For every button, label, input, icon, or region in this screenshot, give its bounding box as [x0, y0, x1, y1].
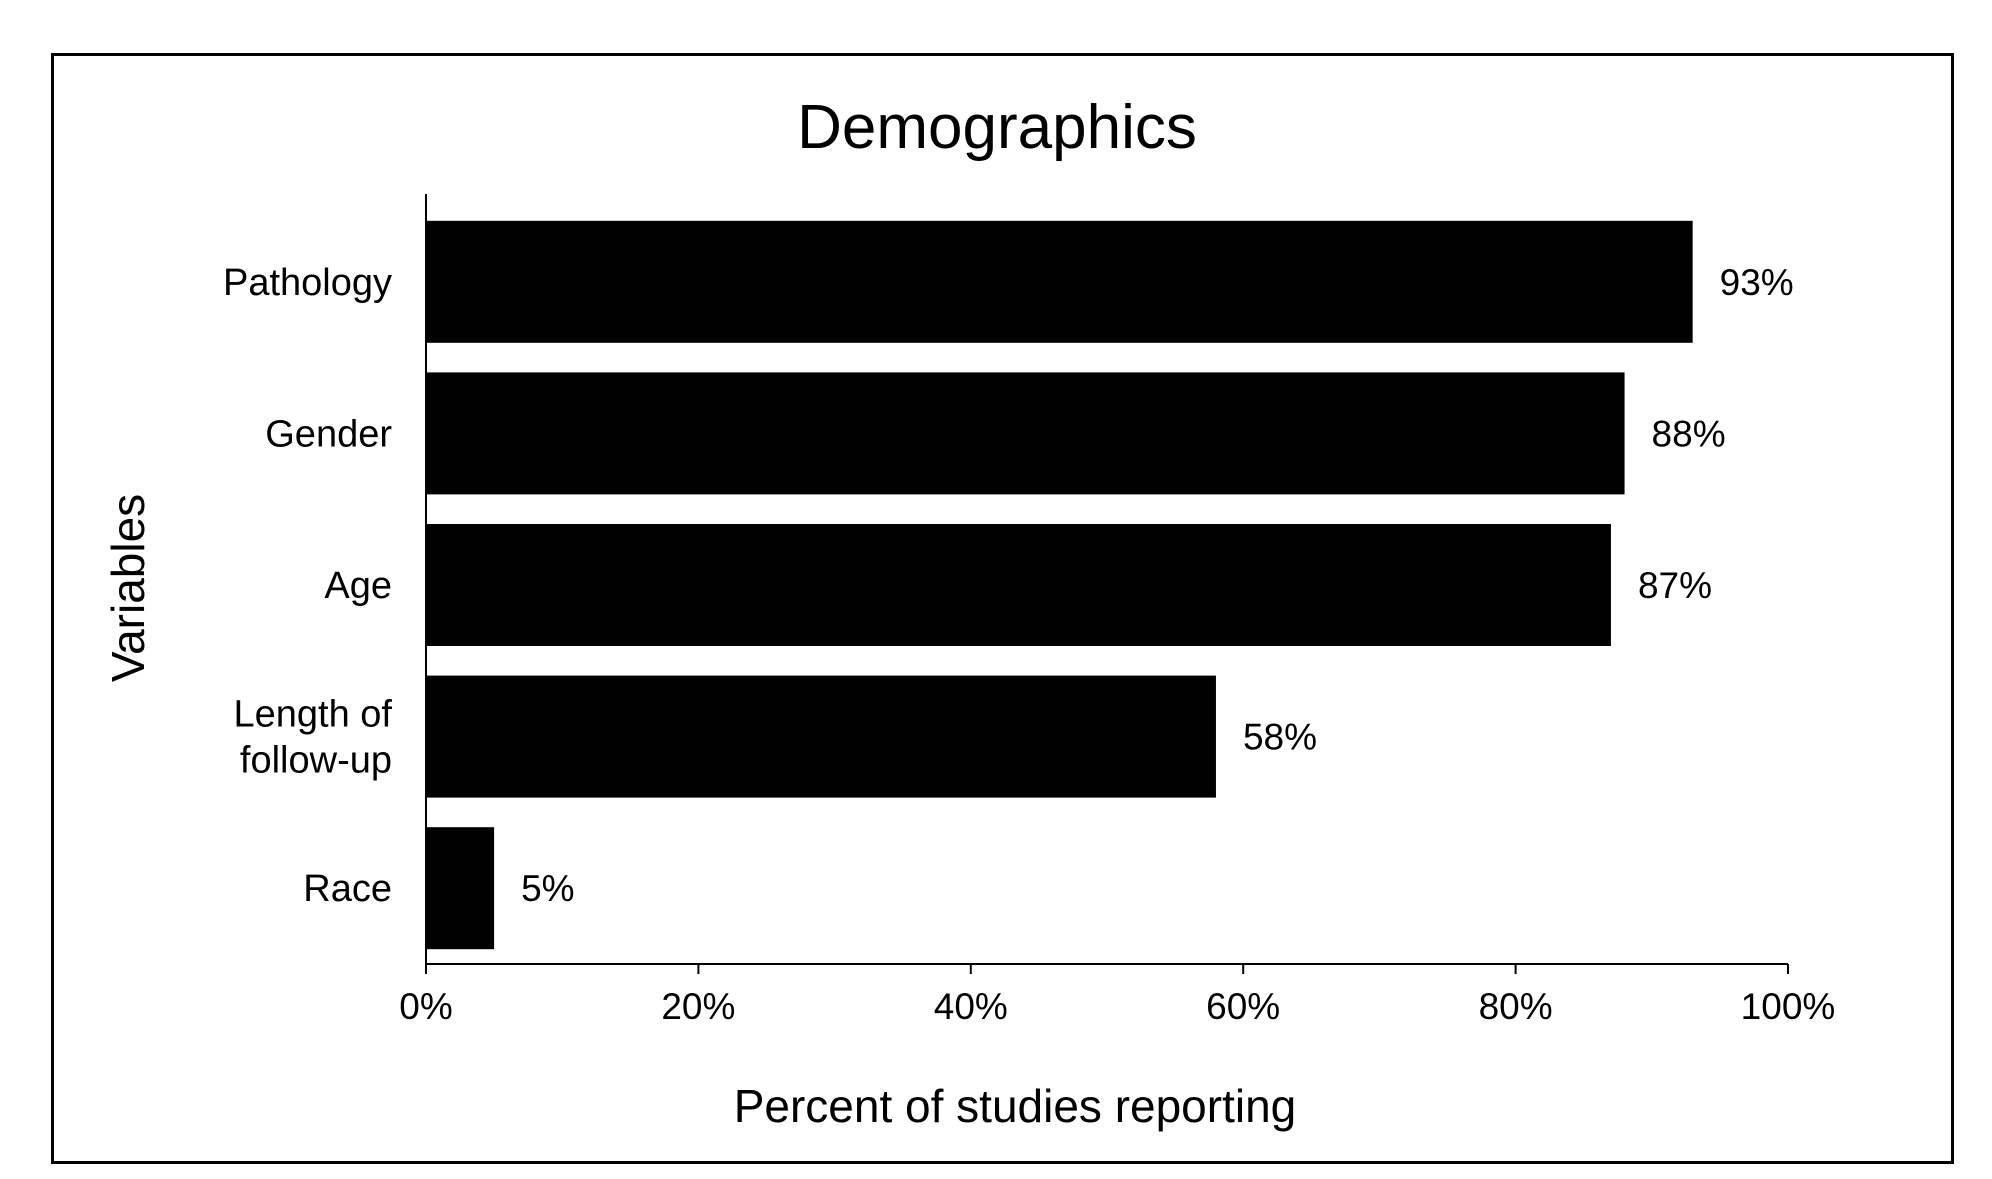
chart-title: Demographics	[797, 93, 1197, 162]
x-tick-label: 0%	[399, 986, 452, 1027]
bar	[426, 827, 495, 950]
bar	[426, 372, 1625, 495]
x-axis-title: Percent of studies reporting	[734, 1080, 1297, 1132]
x-tick-label: 60%	[1206, 986, 1280, 1027]
axes-group	[425, 194, 1789, 974]
x-tick-label: 20%	[661, 986, 735, 1027]
chart-frame: Demographics Variables Percent of studie…	[51, 53, 1954, 1164]
bar	[426, 675, 1216, 798]
labels-group: Pathology 93% Gender 88% Age 87% Length offoll…	[223, 262, 1835, 1027]
data-label: 87%	[1638, 565, 1712, 606]
bar	[426, 524, 1611, 646]
bars-group	[426, 220, 1693, 950]
data-label: 58%	[1243, 717, 1317, 758]
data-label: 88%	[1652, 413, 1726, 454]
bar-chart: Demographics Variables Percent of studie…	[102, 93, 1835, 1132]
bar	[426, 220, 1693, 343]
category-label: Age	[324, 565, 392, 607]
x-tick-label: 40%	[934, 986, 1008, 1027]
data-label: 5%	[521, 868, 574, 909]
category-label: Pathology	[223, 262, 392, 304]
x-tick-label: 100%	[1741, 986, 1836, 1027]
x-tick-label: 80%	[1479, 986, 1553, 1027]
category-label: Race	[303, 868, 392, 910]
category-label: Length of	[234, 694, 393, 736]
category-label: follow-up	[240, 740, 392, 782]
data-label: 93%	[1720, 262, 1794, 303]
y-axis-title: Variables	[102, 494, 154, 682]
category-label: Gender	[265, 413, 392, 455]
